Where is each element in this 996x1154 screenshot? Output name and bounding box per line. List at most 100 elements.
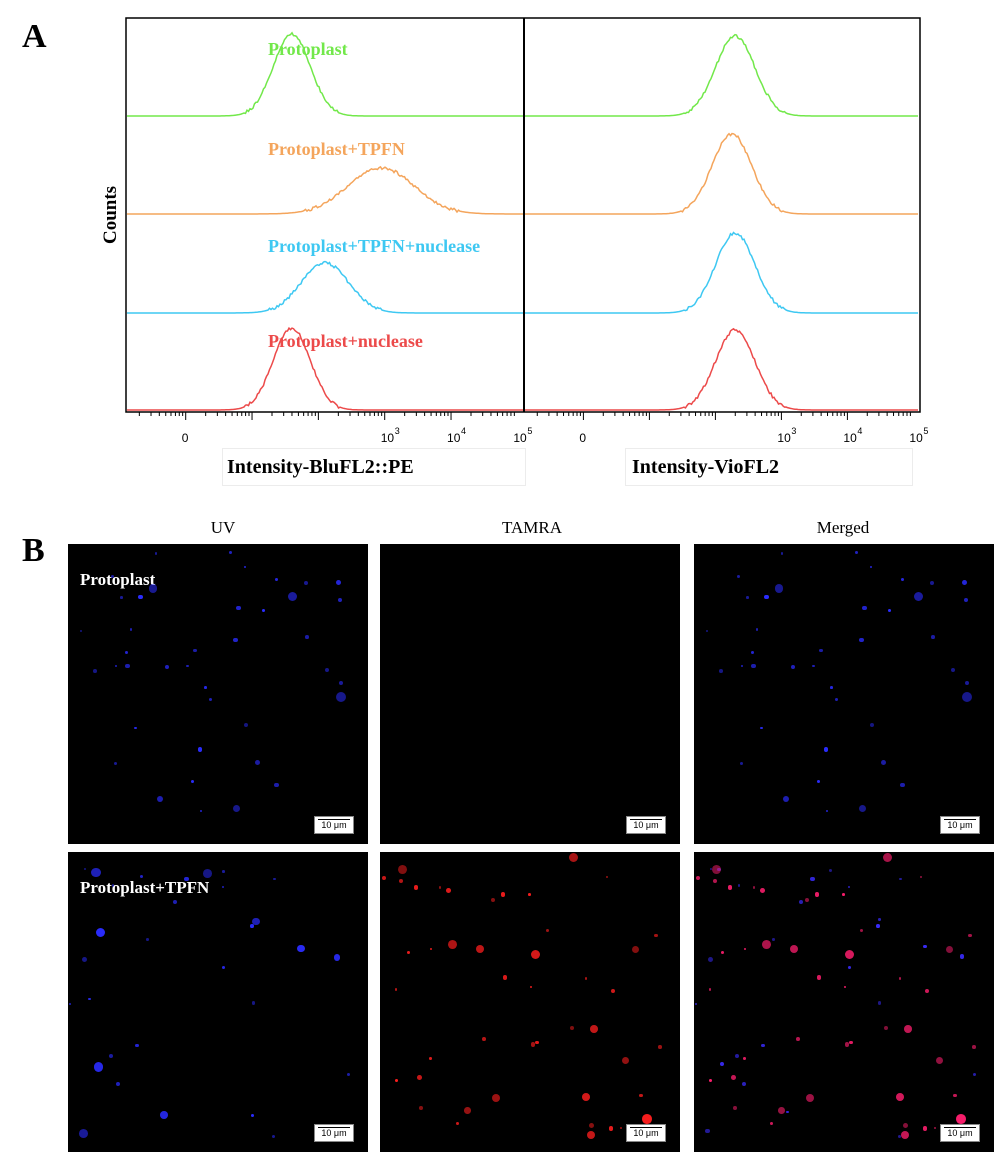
tamra-protoplast-image: 10 μm: [380, 544, 680, 844]
fluorescent-cell: [588, 1122, 594, 1128]
histogram-protoplast-tpfn-vio: [525, 132, 918, 215]
fluorescent-cell: [261, 609, 265, 613]
fluorescent-cell: [154, 552, 158, 556]
x-tick-label: 10: [381, 431, 395, 445]
fluorescent-cell: [930, 580, 935, 585]
histogram-protoplast-tpfn-nuclease-vio: [525, 231, 918, 314]
fluorescent-cell: [786, 1111, 789, 1114]
fluorescent-cell: [712, 864, 722, 874]
fluorescent-cell: [919, 875, 923, 879]
fluorescent-cell: [297, 944, 305, 953]
scale-bar: 10 μm: [626, 1124, 666, 1142]
fluorescent-cell: [710, 868, 713, 871]
tamra-protoplast-tpfn-image: 10 μm: [380, 852, 680, 1152]
fluorescent-cell: [898, 1135, 902, 1139]
fluorescent-cell: [250, 1114, 254, 1118]
fluorescent-cell: [156, 795, 164, 802]
histogram-protoplast-vio: [525, 33, 918, 117]
fluorescent-cell: [844, 949, 854, 960]
fluorescent-cell: [394, 988, 397, 991]
fluorescent-cell: [790, 665, 795, 670]
fluorescent-cell: [172, 900, 177, 905]
fluorescent-cell: [491, 1093, 501, 1103]
fluorescent-cell: [826, 809, 829, 813]
fluorescent-cell: [708, 1079, 712, 1083]
fluorescent-cell: [120, 596, 123, 599]
x-tick-exponent: 5: [527, 426, 532, 436]
fluorescent-cell: [737, 884, 741, 888]
fluorescent-cell: [736, 575, 740, 579]
histogram-protoplast-tpfn-nuclease-blu: [127, 260, 523, 314]
histogram-curves: [127, 31, 918, 411]
fluorescent-cell: [79, 1128, 88, 1138]
panel-a-label: A: [22, 18, 47, 55]
fluorescent-cell: [254, 759, 260, 765]
fluorescent-cell: [759, 887, 765, 893]
fluorescent-cell: [619, 1127, 622, 1130]
fluorescent-cell: [882, 852, 893, 863]
fluorescent-cell: [935, 1057, 944, 1065]
fluorescent-cell: [398, 864, 408, 874]
fluorescent-cell: [502, 975, 508, 980]
fluorescent-cell: [922, 1126, 928, 1131]
fluorescent-cell: [924, 988, 930, 994]
histogram-protoplast-nuclease-blu: [127, 326, 523, 411]
fluorescent-cell: [775, 584, 784, 593]
fluorescent-cell: [732, 1106, 737, 1110]
fluorescent-cell: [964, 680, 970, 686]
fluorescent-cell: [235, 605, 241, 611]
fluorescent-cell: [835, 698, 839, 702]
fluorescent-cell: [740, 664, 744, 668]
fluorescent-cell: [804, 897, 809, 903]
fluorescent-cell: [751, 663, 756, 669]
fluorescent-cell: [274, 782, 279, 788]
fluorescent-cell: [252, 918, 260, 926]
fluorescent-cell: [92, 669, 97, 673]
fluorescent-cell: [84, 868, 87, 871]
fluorescent-cell: [642, 1114, 652, 1124]
fluorescent-cell: [841, 892, 845, 896]
fluorescent-cell: [961, 691, 972, 702]
fluorescent-cell: [381, 875, 386, 881]
fluorescent-cell: [952, 1093, 957, 1098]
fluorescent-cell: [608, 1126, 614, 1131]
fluorescent-cell: [718, 669, 723, 673]
legend-entry: Protoplast+TPFN+nuclease: [268, 236, 480, 256]
fluorescent-cell: [249, 924, 254, 928]
fluorescent-cell: [407, 950, 411, 955]
fluorescent-cell: [570, 1026, 575, 1031]
fluorescent-cell: [79, 630, 82, 633]
fluorescent-cell: [138, 594, 143, 599]
fluorescent-cell: [129, 628, 133, 631]
fluorescent-cell: [272, 1135, 276, 1139]
fluorescent-cell: [743, 947, 747, 951]
fluorescent-cell: [721, 950, 725, 955]
fluorescent-cell: [869, 565, 873, 569]
fluorescent-cell: [789, 944, 799, 954]
fluorescent-cell: [108, 1054, 113, 1059]
column-header-uv: UV: [210, 518, 236, 537]
fluorescent-cell: [191, 780, 195, 784]
left-x-axis-label: Intensity-BluFL2::PE: [222, 448, 526, 486]
fluorescent-cell: [950, 667, 955, 672]
fluorescent-cell: [858, 805, 866, 813]
fluorescent-cell: [590, 1025, 599, 1033]
fluorescent-cell: [275, 577, 279, 581]
merged-protoplast-image: 10 μm: [694, 544, 994, 844]
fluorescent-cell: [333, 954, 341, 961]
fluorescent-cell: [621, 1057, 630, 1065]
fluorescent-cell: [82, 957, 87, 963]
fluorescent-cell: [221, 885, 225, 888]
fluorescent-cell: [287, 591, 297, 601]
fluorescent-cell: [416, 1075, 422, 1081]
fluorescent-cell: [140, 875, 144, 879]
fluorescent-cell: [546, 929, 550, 933]
fluorescent-cell: [933, 1127, 936, 1130]
fluorescent-cell: [843, 985, 846, 988]
fluorescent-cell: [346, 1073, 350, 1077]
fluorescent-cell: [798, 900, 803, 905]
fluorescent-cell: [490, 897, 495, 903]
uv-protoplast-image: Protoplast 10 μm: [68, 544, 368, 844]
scale-bar: 10 μm: [314, 1124, 354, 1142]
merged-protoplast-tpfn-image: 10 μm: [694, 852, 994, 1152]
